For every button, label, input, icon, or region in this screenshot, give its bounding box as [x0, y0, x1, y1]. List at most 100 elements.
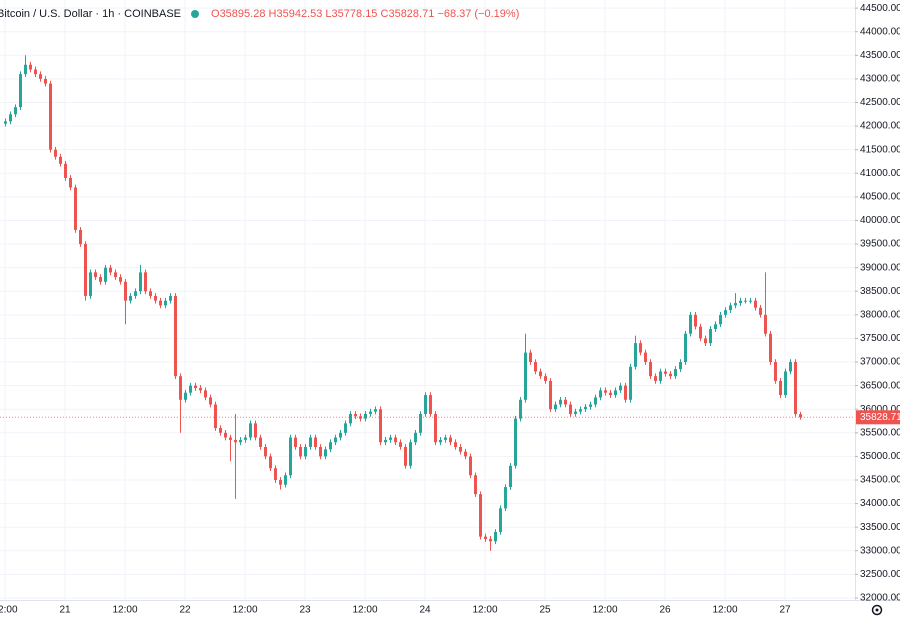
candle-body: [559, 399, 562, 405]
candle-body: [174, 295, 177, 377]
candle-body: [44, 78, 47, 84]
last-price-label: 35828.71: [860, 412, 900, 423]
y-tick-label: 42000.00: [860, 121, 900, 132]
x-tick-label: 25: [539, 605, 551, 616]
candle-body: [784, 371, 787, 396]
candle-body: [24, 64, 27, 75]
candle-body: [79, 229, 82, 245]
candle-body: [414, 432, 417, 443]
candle-body: [484, 536, 487, 539]
gear[interactable]: [871, 604, 883, 616]
candle-body: [354, 413, 357, 417]
candle-body: [4, 121, 7, 124]
candle-body: [729, 305, 732, 311]
candle-body: [434, 413, 437, 443]
candle-body: [554, 404, 557, 410]
y-tick-label: 32500.00: [860, 569, 900, 580]
ohlc-prefix: O: [211, 8, 220, 20]
candle-body: [144, 272, 147, 292]
x-tick-label: 12:00: [712, 605, 737, 616]
candle-body: [604, 390, 607, 393]
candle-body: [334, 437, 337, 443]
candle-body: [249, 423, 252, 438]
candle-body: [224, 432, 227, 438]
candle-body: [689, 314, 692, 334]
candle-body: [344, 423, 347, 433]
y-tick-label: 40500.00: [860, 192, 900, 203]
legend-header: Bitcoin / U.S. Dollar · 1h · COINBASE O35…: [0, 8, 519, 20]
candle-body: [774, 362, 777, 381]
candle-body: [419, 413, 422, 433]
y-tick-label: 43500.00: [860, 50, 900, 61]
candle-body: [764, 314, 767, 334]
candle-body: [674, 369, 677, 377]
candle-body: [279, 480, 282, 485]
x-tick-label: 22: [179, 605, 191, 616]
candle-body: [654, 376, 657, 381]
y-tick-label: 36000.00: [860, 404, 900, 415]
candle-body: [629, 366, 632, 400]
candle-body: [789, 362, 792, 372]
x-tick-label: 12:00: [232, 605, 257, 616]
candle-body: [574, 411, 577, 414]
y-tick-label: 44500.00: [860, 3, 900, 14]
candle-body: [744, 300, 747, 302]
candle-body: [399, 442, 402, 447]
candle-body: [544, 376, 547, 381]
x-tick-label: 26: [659, 605, 671, 616]
gear-center: [875, 608, 879, 612]
candle-body: [14, 107, 17, 115]
x-tick-label: 12:00: [112, 605, 137, 616]
candle-body: [444, 437, 447, 440]
candle-body: [134, 291, 137, 296]
status-dot: [191, 10, 199, 18]
last-price-box: [856, 410, 900, 425]
y-tick-label: 39500.00: [860, 239, 900, 250]
candle-body: [29, 64, 32, 70]
candle-body: [404, 446, 407, 466]
candle-body: [384, 439, 387, 443]
candle-body: [269, 456, 272, 469]
candle-body: [394, 437, 397, 443]
candle-body: [379, 409, 382, 443]
y-tick-label: 38000.00: [860, 309, 900, 320]
candle-body: [94, 272, 97, 278]
candle-body: [659, 371, 662, 381]
grid: [0, 0, 855, 600]
y-tick-label: 41000.00: [860, 168, 900, 179]
ohlc-value: 35895.28: [219, 8, 266, 20]
y-tick-label: 41500.00: [860, 144, 900, 155]
candle-body: [514, 418, 517, 466]
candle-body: [439, 439, 442, 443]
candle-body: [234, 439, 237, 443]
candle-body: [74, 187, 77, 230]
candle-body: [374, 409, 377, 412]
candle-body: [209, 397, 212, 405]
candle-body: [649, 362, 652, 377]
ohlc-value: 35778.15: [331, 8, 378, 20]
candle-body: [584, 406, 587, 410]
candle-body: [529, 352, 532, 363]
y-tick-label: 38500.00: [860, 286, 900, 297]
candle-body: [669, 373, 672, 377]
candle-body: [284, 475, 287, 485]
candle-body: [794, 362, 797, 415]
candle-body: [799, 414, 802, 418]
y-tick-label: 33500.00: [860, 522, 900, 533]
y-tick-label: 44000.00: [860, 26, 900, 37]
ohlc-prefix: H: [268, 8, 277, 20]
candle-body: [704, 338, 707, 344]
candle-body: [104, 267, 107, 282]
candle-body: [449, 437, 452, 443]
candle-body: [9, 114, 12, 122]
settings-icon[interactable]: [871, 604, 883, 616]
x-tick-label: 23: [299, 605, 311, 616]
candle-body: [534, 362, 537, 372]
candle-body: [589, 404, 592, 407]
x-tick-label: 12:00: [352, 605, 377, 616]
candle-body: [124, 281, 127, 301]
change: −68.37 (−0.19%): [437, 8, 520, 20]
candle-body: [99, 277, 102, 282]
y-tick-label: 32000.00: [860, 593, 900, 604]
